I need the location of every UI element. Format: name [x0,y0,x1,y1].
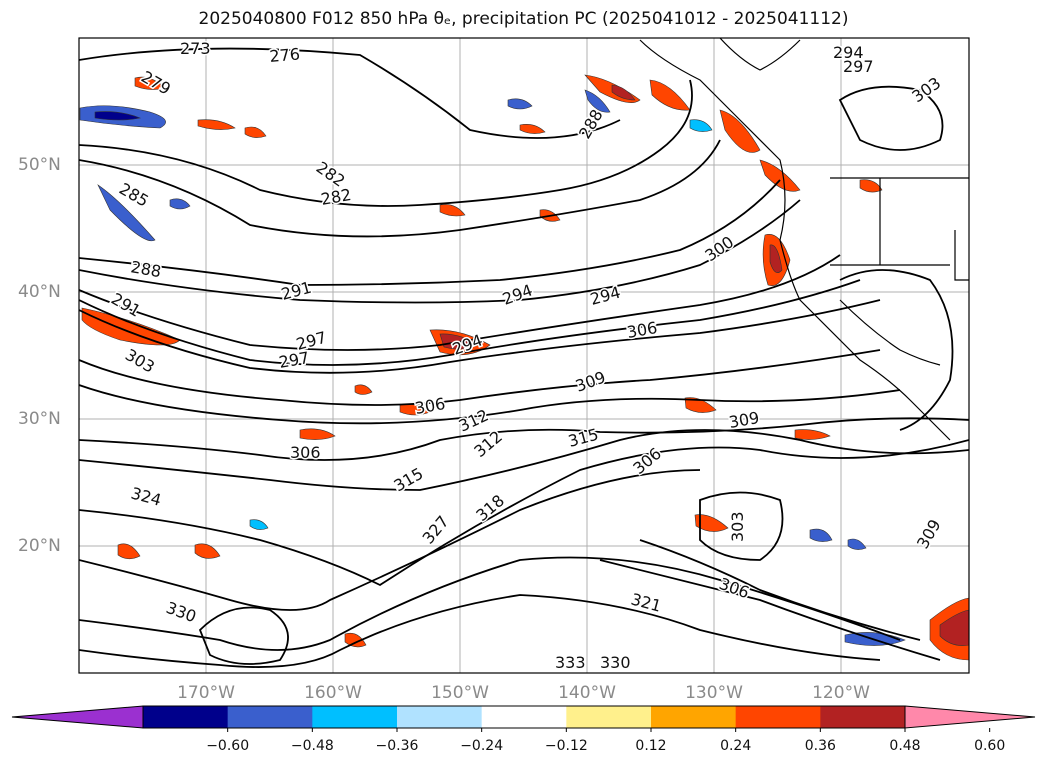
colorbar-tick-label: 0.24 [720,738,752,754]
contour-label: 282 [319,185,352,209]
plot-frame [78,37,970,674]
colorbar-tick-label: −0.60 [206,738,250,754]
colorbar-tick-label: −0.24 [460,738,504,754]
contour-label: 306 [290,443,321,462]
contour-label: 297 [843,57,874,76]
lon-label-130w: 130°W [685,683,743,703]
lon-label-170w: 170°W [177,683,235,703]
map-title: 2025040800 F012 850 hPa θₑ, precipitatio… [198,9,849,29]
coastlines [639,38,969,441]
colorbar-tick-label: −0.36 [375,738,419,754]
contour-label: 276 [269,44,301,66]
lat-label-30n: 30°N [18,409,61,429]
lat-label-40n: 40°N [18,282,61,302]
lon-label-150w: 150°W [431,683,489,703]
colorbar-tick-label: −0.12 [544,738,588,754]
lat-label-20n: 20°N [18,536,61,556]
lat-label-50n: 50°N [18,155,61,175]
precipitation-shading [79,74,969,661]
colorbar-tick-label: 0.48 [889,738,921,754]
colorbar-tick-label: 0.60 [974,738,1006,754]
contour-label: 294 [833,43,864,62]
colorbar-tick-label: 0.36 [804,738,836,754]
theta-e-contours [79,47,969,668]
colorbar-tick-label: 0.12 [635,738,667,754]
lon-label-160w: 160°W [304,683,362,703]
contour-label: 273 [180,39,211,58]
contour-label: 303 [728,511,747,542]
contour-label: 333 [555,653,586,672]
lon-label-120w: 120°W [812,683,870,703]
contour-label: 330 [600,653,631,672]
colorbar-tick-label: −0.48 [290,738,334,754]
lon-label-140w: 140°W [558,683,616,703]
